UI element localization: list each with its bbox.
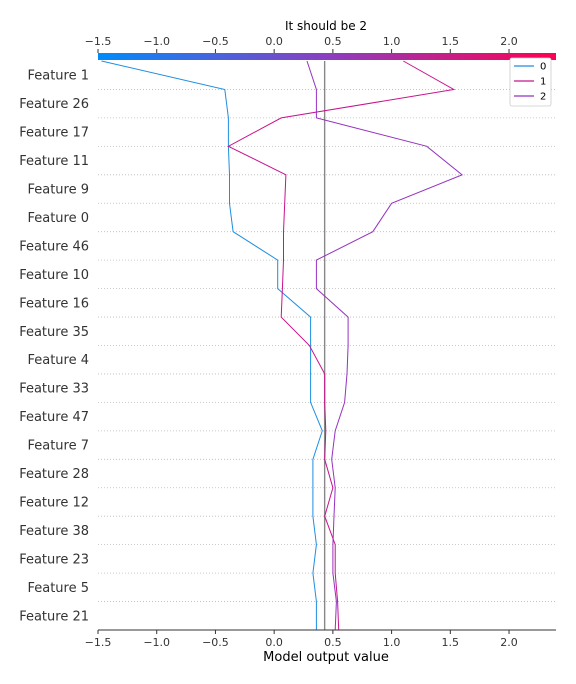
chart-title: It should be 2 xyxy=(285,19,367,33)
feature-labels: Feature 1 Feature 26 Feature 17 Feature 11 F… xyxy=(19,69,89,625)
top-tick-label: −1.5 xyxy=(85,35,112,48)
top-tick-label: 1.0 xyxy=(383,35,401,48)
top-axis: −1.5 −1.0 −0.5 0.0 0.5 1.0 1.5 2.0 xyxy=(85,35,518,53)
feature-label: Feature 7 xyxy=(27,439,89,454)
feature-label: Feature 33 xyxy=(19,382,89,397)
bottom-axis: −1.5 −1.0 −0.5 0.0 0.5 1.0 1.5 2.0 xyxy=(85,630,518,649)
feature-label: Feature 21 xyxy=(19,609,89,624)
top-tick-label: 0.0 xyxy=(265,35,283,48)
bottom-tick-label: 1.5 xyxy=(442,636,460,649)
top-tick-label: −1.0 xyxy=(143,35,170,48)
legend-label: 1 xyxy=(540,77,546,88)
series-line-2 xyxy=(306,60,464,631)
bottom-tick-label: 0.0 xyxy=(265,636,283,649)
bottom-tick-label: −0.5 xyxy=(202,636,229,649)
feature-label: Feature 26 xyxy=(19,97,89,112)
feature-label: Feature 46 xyxy=(19,239,89,254)
bottom-tick-label: 2.0 xyxy=(500,636,518,649)
feature-label: Feature 35 xyxy=(19,325,89,340)
bottom-tick-label: −1.0 xyxy=(143,636,170,649)
feature-label: Feature 28 xyxy=(19,467,89,482)
top-tick-label: 1.5 xyxy=(442,35,460,48)
bottom-tick-label: 1.0 xyxy=(383,636,401,649)
bottom-tick-label: 0.5 xyxy=(324,636,342,649)
series-line-0 xyxy=(101,60,323,630)
legend-box xyxy=(509,57,552,107)
bottom-tick-label: −1.5 xyxy=(85,636,112,649)
legend-label: 2 xyxy=(540,92,546,103)
top-tick-label: 2.0 xyxy=(500,35,518,48)
legend: 0 1 2 xyxy=(509,57,552,107)
feature-label: Feature 23 xyxy=(19,552,89,567)
feature-label: Feature 16 xyxy=(19,296,89,311)
feature-label: Feature 4 xyxy=(27,353,89,368)
feature-label: Feature 38 xyxy=(19,524,89,539)
feature-label: Feature 11 xyxy=(19,154,89,169)
x-axis-label: Model output value xyxy=(263,650,389,665)
feature-label: Feature 47 xyxy=(19,410,89,425)
legend-label: 0 xyxy=(540,62,546,73)
series-line-1 xyxy=(227,60,456,631)
gridlines xyxy=(98,89,556,602)
feature-label: Feature 9 xyxy=(27,183,89,198)
feature-label: Feature 5 xyxy=(27,581,89,596)
feature-label: Feature 0 xyxy=(27,211,89,226)
top-tick-label: 0.5 xyxy=(324,35,342,48)
colorbar xyxy=(98,53,556,60)
feature-label: Feature 10 xyxy=(19,268,89,283)
feature-label: Feature 12 xyxy=(19,495,89,510)
feature-label: Feature 1 xyxy=(27,69,89,84)
feature-label: Feature 17 xyxy=(19,126,89,141)
series-lines xyxy=(101,60,464,631)
top-tick-label: −0.5 xyxy=(202,35,229,48)
